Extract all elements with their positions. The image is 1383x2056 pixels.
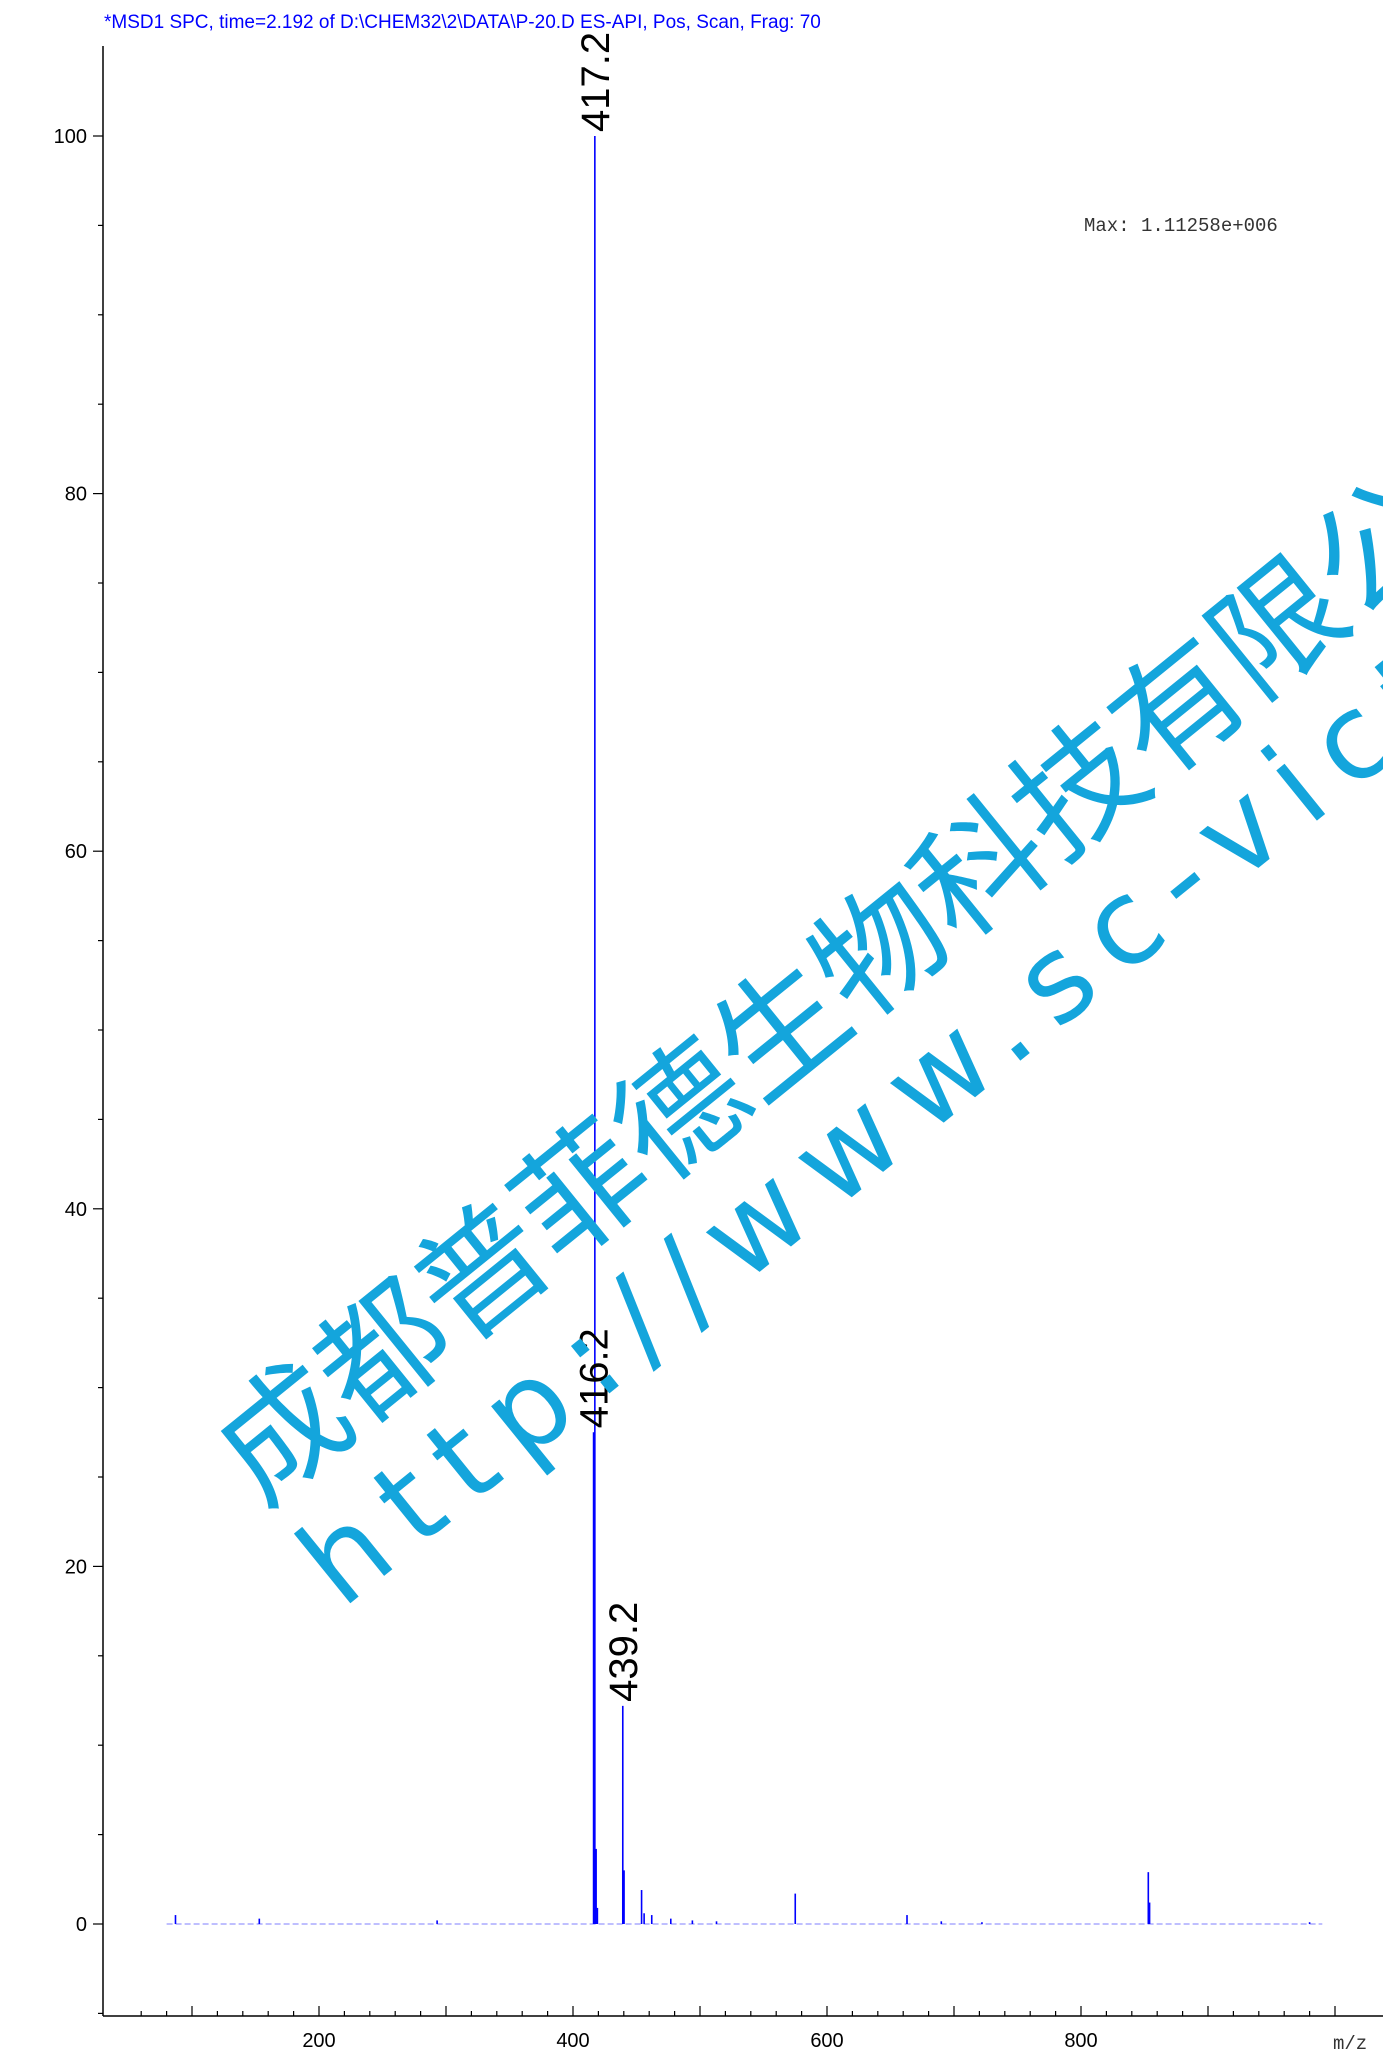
- max-intensity-label: Max: 1.11258e+006: [1084, 215, 1278, 237]
- peak-labels: 417.2 416.2 439.2: [573, 32, 646, 1702]
- y-tick-label: 100: [54, 126, 87, 148]
- spectrum-peaks: [166, 136, 1323, 1925]
- peak-label: 439.2: [602, 1602, 646, 1702]
- y-tick-label: 0: [76, 1914, 87, 1936]
- spectrum-header-title: *MSD1 SPC, time=2.192 of D:\CHEM32\2\DAT…: [104, 12, 821, 33]
- y-tick-label: 40: [65, 1199, 87, 1221]
- x-tick-label: 400: [556, 2030, 589, 2052]
- peak-label: 416.2: [573, 1328, 617, 1428]
- y-tick-label: 60: [65, 841, 87, 863]
- plot-axes: [102, 46, 1383, 2017]
- peak-label: 417.2: [574, 32, 618, 132]
- x-axis-label: m/z: [1333, 2033, 1367, 2055]
- y-axis-ticks: 0 20 40 60 80 100: [54, 126, 103, 2015]
- x-tick-label: 600: [810, 2030, 843, 2052]
- y-tick-label: 80: [65, 484, 87, 506]
- x-tick-label: 800: [1064, 2030, 1097, 2052]
- x-tick-label: 200: [302, 2030, 335, 2052]
- y-tick-label: 20: [65, 1556, 87, 1578]
- x-axis-ticks: 200 400 600 800: [140, 2006, 1336, 2052]
